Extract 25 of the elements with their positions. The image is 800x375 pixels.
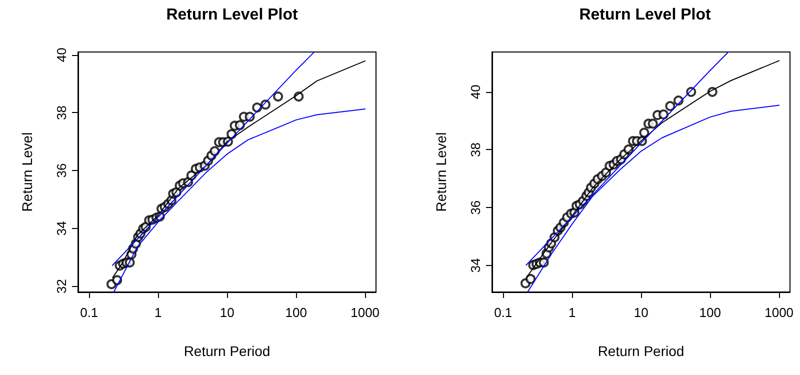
x-tick-label: 100 (699, 305, 721, 320)
x-tick-label: 100 (285, 305, 307, 320)
chart-title: Return Level Plot (166, 6, 298, 24)
y-axis-title: Return Level (433, 132, 449, 212)
x-tick-label: 10 (220, 305, 234, 320)
y-tick-label: 38 (54, 105, 69, 120)
x-tick-label: 1 (154, 305, 162, 320)
x-axis-title: Return Period (184, 343, 270, 359)
x-tick-label: 1000 (764, 305, 794, 320)
y-tick-label: 40 (468, 84, 483, 100)
y-axis-title: Return Level (19, 132, 35, 212)
chart-title: Return Level Plot (579, 6, 712, 24)
x-tick-label: 1 (568, 305, 576, 320)
x-tick-label: 1000 (350, 305, 380, 320)
y-tick-label: 40 (54, 48, 69, 62)
x-tick-label: 10 (634, 305, 648, 320)
x-axis-title: Return Period (598, 343, 684, 359)
y-tick-label: 36 (54, 163, 69, 178)
x-tick-label: 0.1 (80, 305, 98, 320)
y-tick-label: 32 (54, 278, 69, 294)
y-tick-label: 38 (468, 142, 483, 157)
y-tick-label: 34 (468, 258, 483, 273)
y-tick-label: 36 (468, 200, 483, 215)
y-tick-label: 34 (54, 221, 69, 236)
x-tick-label: 0.1 (494, 305, 512, 320)
